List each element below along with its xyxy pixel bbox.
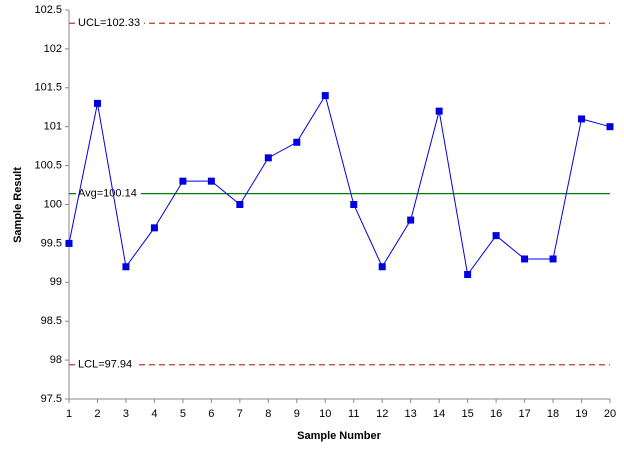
data-point (578, 115, 586, 123)
data-point (407, 216, 415, 224)
x-tick-label: 9 (294, 408, 300, 420)
data-point (65, 239, 73, 247)
y-tick-label: 97.5 (41, 393, 62, 405)
data-point (321, 92, 329, 100)
x-tick-label: 11 (348, 408, 359, 420)
y-tick-label: 101.5 (34, 82, 62, 94)
y-tick-label: 102.5 (34, 4, 62, 16)
data-point (464, 271, 472, 279)
reference-label-bg (76, 187, 141, 200)
data-point (606, 123, 614, 131)
x-tick-label: 1 (66, 408, 72, 420)
x-tick-label: 14 (433, 408, 445, 420)
reference-label: LCL=97.94 (78, 359, 132, 371)
data-point (207, 177, 215, 185)
x-tick-label: 6 (208, 408, 214, 420)
data-point (435, 107, 443, 115)
data-point (264, 154, 272, 162)
x-tick-label: 16 (490, 408, 502, 420)
y-tick-label: 100.5 (34, 160, 62, 172)
data-point (549, 255, 557, 263)
data-point (293, 138, 301, 146)
reference-label: UCL=102.33 (78, 17, 140, 29)
x-tick-label: 3 (123, 408, 129, 420)
x-tick-label: 7 (237, 408, 243, 420)
x-axis-title: Sample Number (297, 430, 381, 442)
data-point (378, 263, 386, 271)
x-tick-label: 18 (547, 408, 559, 420)
data-point (521, 255, 529, 263)
x-tick-label: 10 (319, 408, 331, 420)
x-tick-label: 5 (180, 408, 186, 420)
y-tick-label: 99 (50, 276, 62, 288)
data-point (492, 232, 500, 240)
data-point (150, 224, 158, 232)
x-tick-label: 15 (462, 408, 474, 420)
y-tick-label: 102 (44, 43, 62, 55)
y-tick-label: 99.5 (41, 237, 62, 249)
reference-label-bg (76, 17, 145, 30)
x-tick-label: 20 (604, 408, 616, 420)
x-tick-label: 13 (405, 408, 417, 420)
y-tick-label: 100 (44, 198, 62, 210)
x-tick-label: 12 (376, 408, 388, 420)
data-point (93, 99, 101, 107)
data-point (122, 263, 130, 271)
x-tick-label: 17 (518, 408, 530, 420)
y-tick-label: 101 (44, 121, 62, 133)
series-line (68, 94, 611, 276)
y-axis-title: Sample Result (12, 167, 24, 243)
x-tick-label: 8 (265, 408, 271, 420)
x-tick-label: 4 (151, 408, 157, 420)
data-point (179, 177, 187, 185)
data-point (236, 201, 244, 208)
y-tick-label: 98.5 (41, 315, 62, 327)
data-point (350, 201, 358, 208)
x-tick-label: 19 (575, 408, 587, 420)
x-tick-label: 2 (94, 408, 100, 420)
reference-label-bg (76, 358, 137, 371)
y-tick-label: 98 (50, 354, 62, 366)
reference-label: Avg=100.14 (78, 188, 137, 200)
